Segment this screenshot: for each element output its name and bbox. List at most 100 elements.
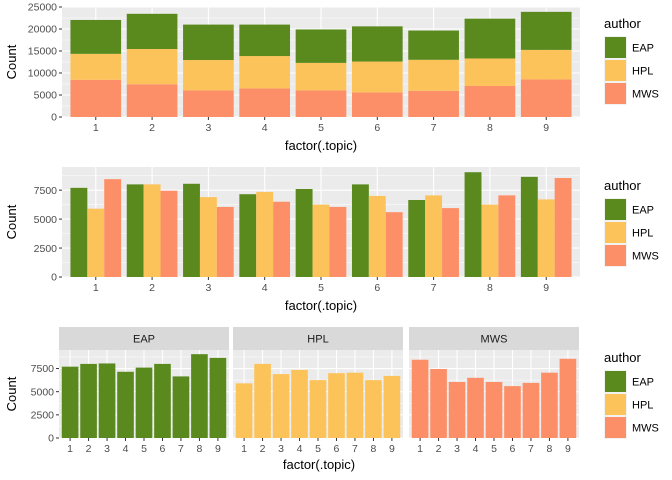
y-tick-label: 2500 [31,410,55,422]
legend-title: author [604,350,642,365]
legend-key [605,222,626,243]
x-tick-label: 5 [315,443,321,455]
legend-title: author [604,178,642,193]
legend-label: EAP [632,377,654,389]
y-tick-label: 0 [51,272,57,284]
x-tick-label: 1 [417,443,423,455]
legend-key [605,245,626,266]
y-axis-label: Count [4,44,19,79]
legend-key [605,37,626,58]
bar-segment-eap [464,18,516,59]
y-tick-label: 0 [51,112,57,124]
bar-segment-mws [408,90,459,117]
legend-label: MWS [632,251,659,263]
y-tick-label: 25000 [28,2,57,14]
bar-segment-hpl [239,56,291,89]
x-tick-label: 6 [374,282,380,294]
bar-eap [408,200,426,277]
bar-mws [442,208,459,277]
x-tick-label: 7 [352,443,358,455]
stacked-bar-chart: 0 5000 10000 15000 20000 25000 1 2 3 4 5 6 7 8 9 facto… [4,2,659,153]
bar-eap [80,363,97,438]
bar-mws [448,381,466,438]
bar-segment-hpl [464,58,516,86]
bar-eap [117,371,134,438]
x-tick-label: 5 [318,282,324,294]
x-tick-label: 1 [93,282,99,294]
x-tick-label: 9 [215,443,221,455]
bar-mws [504,386,521,438]
y-tick-label: 5000 [31,386,55,398]
bar-hpl [235,383,253,438]
x-tick-label: 6 [160,443,166,455]
legend-label: HPL [632,66,653,78]
bar-eap [126,184,144,277]
bar-segment-mws [239,88,291,117]
bar-hpl [87,208,105,277]
x-tick-label: 2 [436,443,442,455]
x-tick-label: 8 [487,122,493,134]
bar-eap [464,172,482,277]
facet-strip [409,327,579,350]
bar-hpl [328,373,345,438]
x-tick-label: 4 [262,282,268,294]
x-tick-label: 2 [149,282,155,294]
bar-eap [520,176,538,277]
legend-key [605,83,626,104]
bar-segment-hpl [126,49,178,85]
x-tick-label: 9 [543,122,549,134]
bar-segment-eap [295,29,347,63]
legend-label: HPL [632,228,653,240]
legend-title: author [604,16,642,31]
bar-eap [172,376,190,438]
y-tick-label: 10000 [28,68,57,80]
x-tick-label: 3 [104,443,110,455]
x-tick-label: 3 [205,122,211,134]
y-tick-label: 20000 [28,24,57,36]
bar-segment-eap [126,13,178,50]
bar-eap [154,363,171,438]
bar-mws [485,381,503,438]
legend: author EAP HPL MWS [604,178,659,267]
x-tick-label: 8 [547,443,553,455]
bar-mws [273,201,291,277]
x-tick-label: 6 [374,122,380,134]
legend-label: HPL [632,400,653,412]
x-tick-label: 5 [491,443,497,455]
bar-segment-mws [126,84,178,117]
bar-hpl [537,199,555,277]
facet-strip-label: MWS [481,334,508,346]
bar-segment-hpl [295,62,347,91]
facet-strip [233,327,403,350]
x-tick-label: 2 [149,122,155,134]
facet-strip-label: EAP [133,334,155,346]
bar-hpl [368,195,386,277]
bar-segment-eap [351,26,403,62]
facet-strip-label: HPL [307,334,328,346]
bar-segment-mws [183,90,234,117]
bar-eap [135,367,153,438]
bar-eap [295,189,313,277]
x-tick-label: 9 [565,443,571,455]
bar-segment-hpl [70,53,122,80]
y-tick-label: 5000 [34,90,58,102]
x-tick-label: 6 [334,443,340,455]
x-tick-label: 5 [141,443,147,455]
bar-mws [467,377,484,438]
bar-segment-mws [70,79,122,117]
bar-mws [329,206,347,277]
bar-mws [160,190,178,277]
bar-segment-hpl [351,61,403,93]
y-axis-label: Count [4,376,19,411]
legend-label: MWS [632,89,659,101]
x-tick-label: 8 [197,443,203,455]
y-axis-label: Count [4,204,19,239]
dodged-bar-chart: 0 2500 5000 7500 1 2 3 4 5 6 7 8 9 factor(.topic) Co… [4,167,659,313]
bar-mws [498,195,516,277]
x-tick-label: 9 [543,282,549,294]
x-tick-label: 7 [431,122,437,134]
bar-eap [351,184,369,277]
bar-mws [522,382,540,438]
legend: author EAP HPL MWS [604,350,659,439]
bar-eap [61,366,79,438]
